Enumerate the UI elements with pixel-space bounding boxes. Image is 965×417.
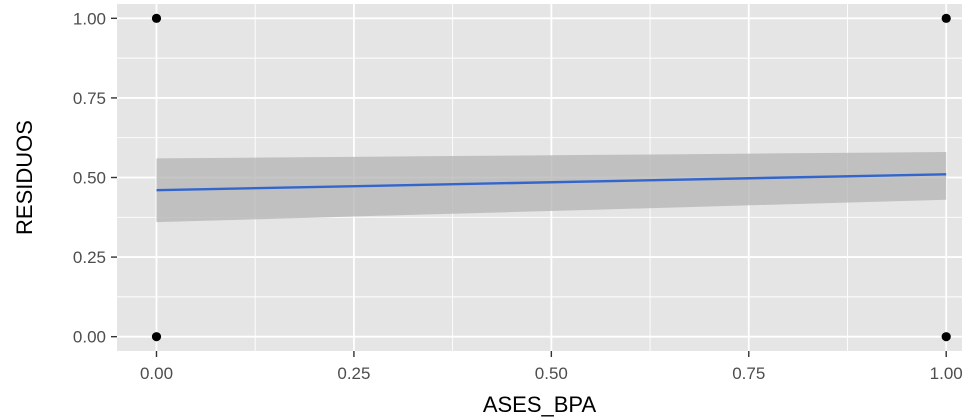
confidence-ribbon — [156, 152, 947, 223]
y-tick-label: 0.75 — [73, 89, 106, 108]
regression-line — [156, 173, 947, 192]
y-tick-label: 0.00 — [73, 328, 106, 347]
x-tick-label: 0.00 — [140, 364, 173, 383]
y-axis-title: RESIDUOS — [12, 120, 37, 235]
y-tick-label: 1.00 — [73, 9, 106, 28]
data-point — [941, 332, 951, 342]
y-tick-label: 0.25 — [73, 248, 106, 267]
x-tick-label: 0.75 — [732, 364, 765, 383]
data-point — [151, 332, 162, 342]
x-tick-label: 1.00 — [930, 364, 963, 383]
x-axis-ticks: 0.00 0.25 0.50 0.75 1.00 — [140, 351, 963, 383]
x-tick-label: 0.25 — [337, 364, 370, 383]
x-tick-label: 0.50 — [535, 364, 568, 383]
y-tick-label: 0.50 — [73, 169, 106, 188]
x-axis-title: ASES_BPA — [483, 392, 597, 417]
data-points — [151, 13, 951, 342]
data-point — [151, 13, 162, 23]
data-point — [941, 13, 951, 23]
y-axis-ticks: 0.00 0.25 0.50 0.75 1.00 — [73, 9, 117, 347]
